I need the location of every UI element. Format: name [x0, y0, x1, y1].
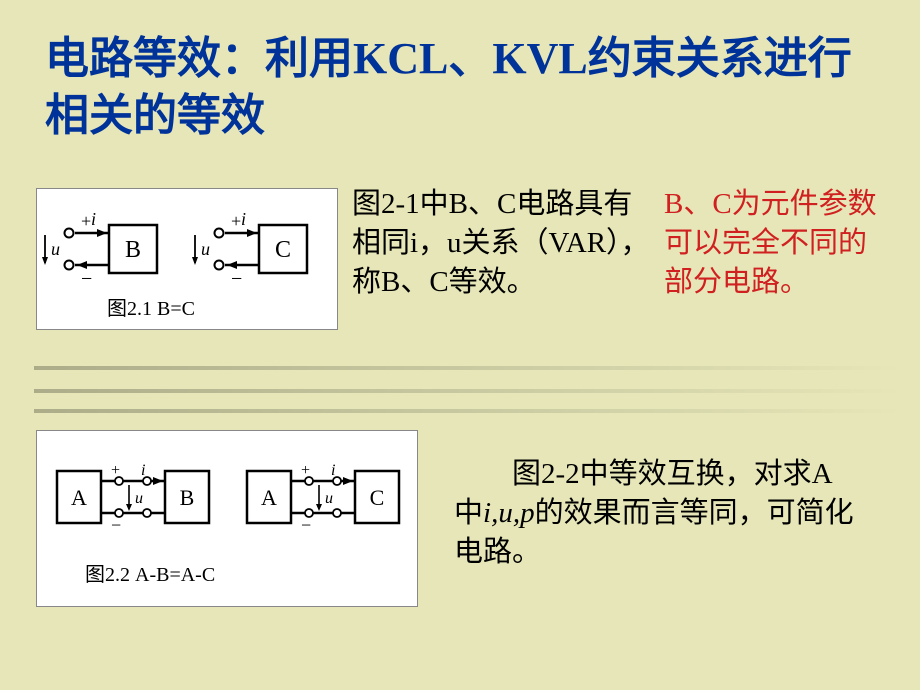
svg-text:−: − — [301, 515, 311, 535]
svg-text:+: + — [111, 462, 120, 479]
svg-text:u: u — [51, 239, 60, 259]
emboss-line — [34, 409, 904, 413]
figure-2-2: AB+i−uAC+i−u图2.2 A-B=A-C — [36, 430, 418, 607]
svg-text:−: − — [111, 515, 121, 535]
svg-text:u: u — [135, 490, 143, 507]
svg-text:B: B — [180, 485, 195, 510]
svg-text:−: − — [231, 268, 242, 290]
svg-text:u: u — [201, 239, 210, 259]
emboss-line — [34, 389, 904, 393]
figure-2-2-svg: AB+i−uAC+i−u图2.2 A-B=A-C — [37, 431, 417, 606]
svg-text:i: i — [331, 462, 335, 479]
svg-text:B: B — [125, 237, 141, 263]
figure-2-1-svg: B + − u i C + − u i 图2.1 B=C — [37, 189, 337, 329]
emboss-line — [34, 366, 904, 370]
svg-text:i: i — [91, 209, 96, 229]
svg-text:C: C — [275, 237, 291, 263]
svg-text:i: i — [141, 462, 145, 479]
text-block-3: 图2-2中等效互换，对求A中i,u,p的效果而言等同，可简化电路。 — [454, 455, 854, 572]
slide: 电路等效：利用KCL、KVL约束关系进行相关的等效 B+−uiC+−ui图2.1… — [0, 0, 920, 690]
text-block-1: 图2-1中B、C电路具有相同i，u关系（VAR），称B、C等效。 — [352, 185, 652, 302]
svg-text:−: − — [81, 268, 92, 290]
svg-text:i: i — [241, 209, 246, 229]
figure-2-1: B + − u i C + − u i 图2.1 B=C — [36, 188, 338, 330]
svg-text:图2.1 B=C: 图2.1 B=C — [107, 298, 195, 320]
text-block-2: B、C为元件参数可以完全不同的部分电路。 — [664, 185, 879, 302]
slide-title: 电路等效：利用KCL、KVL约束关系进行相关的等效 — [45, 30, 865, 144]
svg-text:A: A — [71, 485, 87, 510]
svg-text:图2.2 A-B=A-C: 图2.2 A-B=A-C — [85, 564, 215, 586]
svg-text:+: + — [301, 462, 310, 479]
svg-text:A: A — [261, 485, 277, 510]
svg-text:u: u — [325, 490, 333, 507]
svg-text:+: + — [231, 211, 241, 231]
svg-text:+: + — [81, 211, 91, 231]
svg-text:C: C — [370, 485, 385, 510]
text3-ital: i,u,p — [483, 497, 535, 529]
